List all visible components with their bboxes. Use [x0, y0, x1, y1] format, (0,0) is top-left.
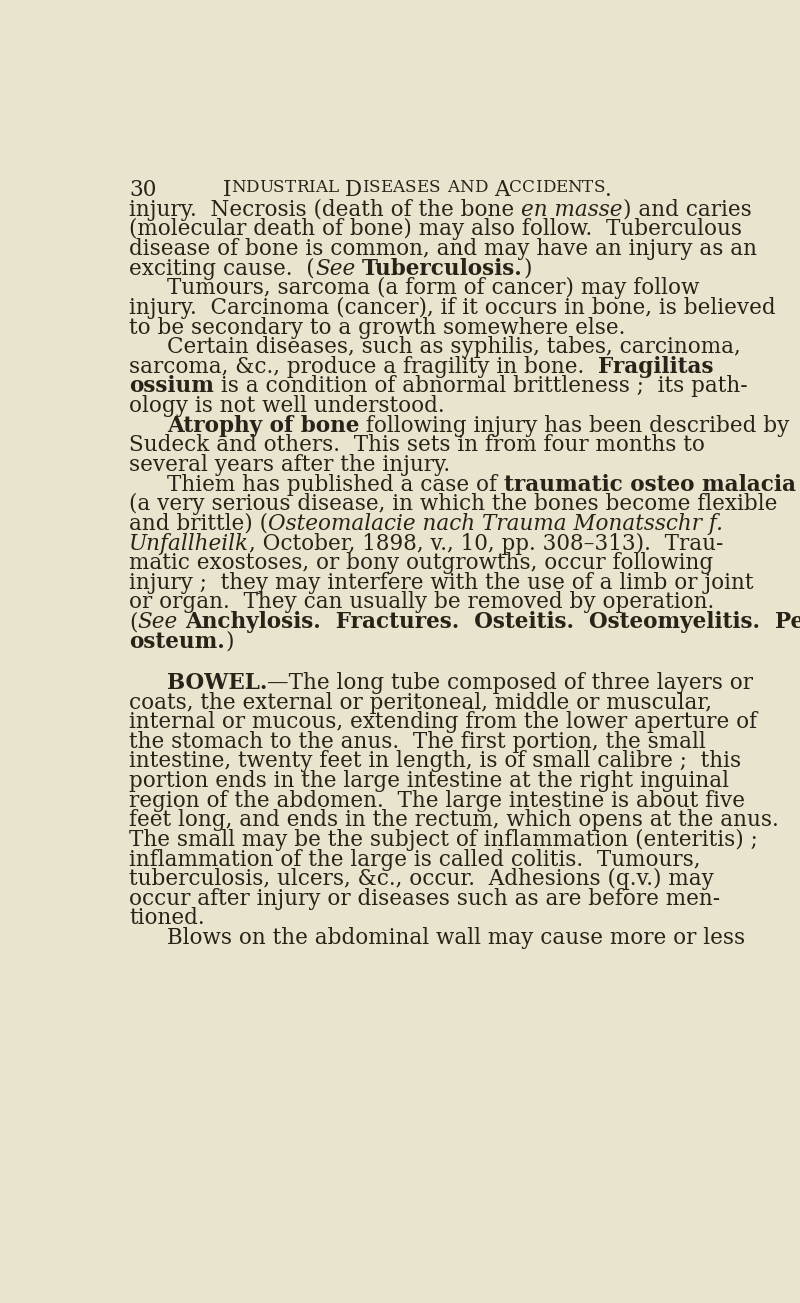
Text: N: N — [567, 180, 582, 197]
Text: feet long, and ends in the rectum, which opens at the anus.: feet long, and ends in the rectum, which… — [130, 809, 779, 831]
Text: the stomach to the anus.  The first portion, the small: the stomach to the anus. The first porti… — [130, 731, 706, 753]
Text: Sudeck and others.  This sets in from four months to: Sudeck and others. This sets in from fou… — [130, 434, 706, 456]
Text: Tuberculosis.: Tuberculosis. — [362, 258, 523, 280]
Text: E: E — [416, 180, 429, 197]
Text: or organ.  They can usually be removed by operation.: or organ. They can usually be removed by… — [130, 592, 714, 614]
Text: S: S — [405, 180, 416, 197]
Text: See: See — [138, 611, 178, 633]
Text: is a condition of abnormal brittleness ;  its path-: is a condition of abnormal brittleness ;… — [214, 375, 748, 397]
Text: Unfallheilk: Unfallheilk — [130, 533, 250, 555]
Text: Anchylosis.  Fractures.  Osteitis.  Osteomyelitis.  Peri-: Anchylosis. Fractures. Osteitis. Osteomy… — [185, 611, 800, 633]
Text: L: L — [327, 180, 338, 197]
Text: ology is not well understood.: ology is not well understood. — [130, 395, 445, 417]
Text: D: D — [345, 180, 362, 202]
Text: S: S — [429, 180, 440, 197]
Text: T: T — [285, 180, 296, 197]
Text: A: A — [393, 180, 405, 197]
Text: The small may be the subject of inflammation (enteritis) ;: The small may be the subject of inflamma… — [130, 829, 758, 851]
Text: matic exostoses, or bony outgrowths, occur following: matic exostoses, or bony outgrowths, occ… — [130, 552, 714, 575]
Text: Certain diseases, such as syphilis, tabes, carcinoma,: Certain diseases, such as syphilis, tabe… — [166, 336, 741, 358]
Text: I: I — [308, 180, 315, 197]
Text: internal or mucous, extending from the lower aperture of: internal or mucous, extending from the l… — [130, 711, 758, 734]
Text: en masse: en masse — [522, 199, 623, 220]
Text: D: D — [246, 180, 259, 197]
Text: tuberculosis, ulcers, &c., occur.  Adhesions (q.v.) may: tuberculosis, ulcers, &c., occur. Adhesi… — [130, 868, 714, 890]
Text: 30: 30 — [130, 180, 157, 202]
Text: ): ) — [523, 258, 531, 280]
Text: S: S — [369, 180, 380, 197]
Text: I: I — [222, 180, 231, 202]
Text: injury ;  they may interfere with the use of a limb or joint: injury ; they may interfere with the use… — [130, 572, 754, 594]
Text: R: R — [296, 180, 308, 197]
Text: N: N — [459, 180, 474, 197]
Text: N: N — [231, 180, 246, 197]
Text: intestine, twenty feet in length, is of small calibre ;  this: intestine, twenty feet in length, is of … — [130, 751, 742, 773]
Text: Blows on the abdominal wall may cause more or less: Blows on the abdominal wall may cause mo… — [166, 928, 745, 949]
Text: C: C — [510, 180, 522, 197]
Text: sarcoma, &c., produce a fragility in bone.: sarcoma, &c., produce a fragility in bon… — [130, 356, 598, 378]
Text: See: See — [315, 258, 355, 280]
Text: S: S — [594, 180, 605, 197]
Text: following injury has been described by: following injury has been described by — [359, 414, 790, 437]
Text: ossium: ossium — [130, 375, 214, 397]
Text: tioned.: tioned. — [130, 907, 205, 929]
Text: Thiem has published a case of: Thiem has published a case of — [166, 473, 503, 495]
Text: C: C — [522, 180, 535, 197]
Text: A: A — [494, 180, 510, 202]
Text: I: I — [362, 180, 369, 197]
Text: A: A — [447, 180, 459, 197]
Text: Fragilitas: Fragilitas — [598, 356, 714, 378]
Text: ) and caries: ) and caries — [623, 199, 752, 220]
Text: to be secondary to a growth somewhere else.: to be secondary to a growth somewhere el… — [130, 317, 626, 339]
Text: BOWEL.: BOWEL. — [166, 672, 267, 694]
Text: exciting cause.  (: exciting cause. ( — [130, 258, 315, 280]
Text: .: . — [605, 180, 611, 202]
Text: D: D — [474, 180, 487, 197]
Text: portion ends in the large intestine at the right inguinal: portion ends in the large intestine at t… — [130, 770, 730, 792]
Text: and brittle) (: and brittle) ( — [130, 513, 269, 534]
Text: injury.  Carcinoma (cancer), if it occurs in bone, is believed: injury. Carcinoma (cancer), if it occurs… — [130, 297, 776, 319]
Text: D: D — [542, 180, 555, 197]
Text: Tumours, sarcoma (a form of cancer) may follow: Tumours, sarcoma (a form of cancer) may … — [166, 278, 699, 300]
Text: E: E — [380, 180, 393, 197]
Text: traumatic osteo malacia: traumatic osteo malacia — [503, 473, 795, 495]
Text: (: ( — [130, 611, 138, 633]
Text: (a very serious disease, in which the bones become flexible: (a very serious disease, in which the bo… — [130, 494, 778, 515]
Text: ): ) — [226, 631, 234, 653]
Text: injury.  Necrosis (death of the bone: injury. Necrosis (death of the bone — [130, 199, 522, 220]
Text: region of the abdomen.  The large intestine is about five: region of the abdomen. The large intesti… — [130, 790, 746, 812]
Text: occur after injury or diseases such as are before men-: occur after injury or diseases such as a… — [130, 887, 721, 909]
Text: osteum.: osteum. — [130, 631, 226, 653]
Text: several years after the injury.: several years after the injury. — [130, 453, 450, 476]
Text: (molecular death of bone) may also follow.  Tuberculous: (molecular death of bone) may also follo… — [130, 219, 742, 241]
Text: E: E — [555, 180, 567, 197]
Text: Osteomalacie nach Trauma Monatsschr f.: Osteomalacie nach Trauma Monatsschr f. — [269, 513, 723, 534]
Text: , October, 1898, v., 10, pp. 308–313).  Trau-: , October, 1898, v., 10, pp. 308–313). T… — [250, 533, 724, 555]
Text: A: A — [315, 180, 327, 197]
Text: T: T — [582, 180, 594, 197]
Text: inflammation of the large is called colitis.  Tumours,: inflammation of the large is called coli… — [130, 848, 701, 870]
Text: I: I — [535, 180, 542, 197]
Text: coats, the external or peritoneal, middle or muscular,: coats, the external or peritoneal, middl… — [130, 692, 713, 714]
Text: Atrophy of bone: Atrophy of bone — [166, 414, 359, 437]
Text: U: U — [259, 180, 273, 197]
Text: disease of bone is common, and may have an injury as an: disease of bone is common, and may have … — [130, 238, 758, 261]
Text: S: S — [273, 180, 285, 197]
Text: —The long tube composed of three layers or: —The long tube composed of three layers … — [267, 672, 753, 694]
